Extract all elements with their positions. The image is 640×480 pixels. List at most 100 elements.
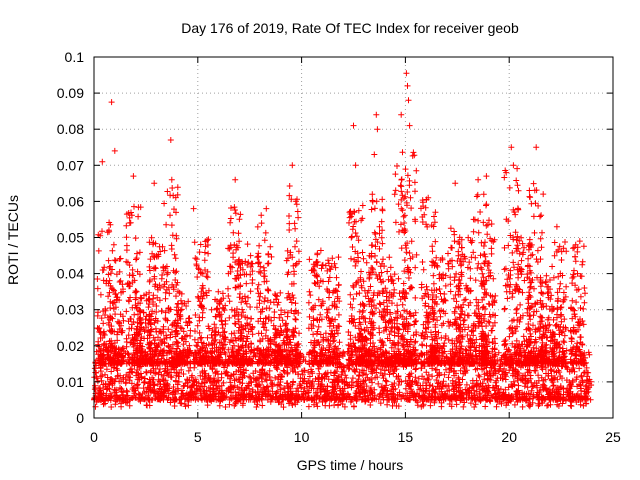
data-point — [462, 369, 469, 376]
data-point — [130, 384, 137, 391]
data-point — [396, 389, 403, 396]
data-point — [333, 368, 340, 375]
data-point — [186, 396, 193, 403]
data-point — [232, 400, 239, 407]
data-point — [173, 370, 180, 377]
data-point — [128, 380, 135, 387]
data-point — [433, 377, 440, 383]
data-point — [371, 395, 378, 402]
data-point — [439, 391, 446, 398]
data-point — [230, 392, 236, 399]
data-point — [141, 379, 148, 386]
data-point — [563, 396, 569, 403]
data-point — [476, 390, 483, 397]
data-point — [306, 373, 313, 380]
data-point — [463, 381, 470, 388]
data-point — [406, 390, 413, 397]
data-point — [337, 350, 344, 357]
data-point — [567, 398, 574, 405]
data-point — [459, 376, 466, 383]
data-point — [377, 390, 384, 397]
data-point — [194, 387, 201, 394]
data-point — [192, 390, 199, 397]
data-point — [367, 402, 374, 408]
data-point — [182, 380, 189, 387]
data-point — [216, 397, 223, 404]
data-point — [248, 379, 255, 386]
data-point — [502, 386, 509, 393]
data-point — [315, 374, 321, 381]
data-point — [276, 395, 283, 402]
data-point — [530, 393, 537, 400]
data-point — [143, 369, 150, 376]
data-point — [473, 388, 480, 395]
data-point — [487, 373, 494, 379]
data-point — [440, 378, 447, 385]
data-point — [97, 391, 104, 398]
data-point — [345, 362, 352, 369]
data-point — [402, 385, 409, 392]
data-point — [426, 388, 433, 395]
data-point — [369, 379, 376, 386]
data-point — [319, 381, 326, 388]
data-point — [287, 396, 294, 403]
data-point — [120, 389, 127, 396]
data-point — [189, 372, 196, 379]
data-point — [436, 371, 443, 378]
data-point — [440, 396, 447, 403]
data-point — [304, 384, 311, 390]
data-point — [369, 389, 376, 396]
data-point — [222, 404, 229, 410]
data-point — [449, 377, 456, 384]
data-point — [383, 378, 390, 385]
data-point — [505, 384, 512, 391]
data-point — [460, 403, 467, 410]
data-point — [446, 369, 453, 376]
data-point — [300, 396, 307, 403]
data-point — [441, 371, 448, 378]
data-point — [525, 390, 532, 397]
data-point — [443, 366, 449, 373]
data-point — [118, 400, 124, 407]
data-point — [259, 378, 266, 385]
data-point — [117, 394, 124, 401]
data-point — [195, 380, 202, 387]
data-point — [311, 401, 317, 408]
data-point — [96, 325, 103, 331]
data-point — [218, 370, 225, 377]
data-point — [480, 387, 487, 394]
data-point — [281, 368, 288, 375]
data-point — [126, 369, 133, 376]
data-point — [574, 383, 581, 390]
data-point — [207, 392, 214, 399]
data-point — [267, 377, 274, 384]
data-point — [206, 396, 213, 403]
data-point — [301, 367, 308, 374]
data-point — [515, 382, 522, 389]
data-point — [297, 375, 304, 382]
data-point — [325, 376, 332, 383]
data-point — [197, 372, 204, 379]
data-point — [405, 373, 412, 380]
data-point — [453, 401, 460, 408]
data-point — [321, 373, 328, 380]
data-point — [391, 398, 398, 404]
data-point — [107, 376, 114, 383]
data-point — [339, 368, 346, 375]
data-point — [469, 377, 476, 384]
data-point — [163, 383, 170, 390]
data-point — [334, 374, 341, 381]
data-point — [406, 382, 413, 389]
data-point — [231, 382, 238, 389]
data-point — [533, 364, 540, 371]
data-point — [499, 391, 506, 398]
data-point — [348, 396, 355, 403]
data-point — [246, 373, 253, 380]
data-point — [156, 385, 163, 392]
data-point — [147, 389, 154, 395]
data-point — [213, 385, 220, 392]
data-point — [514, 374, 521, 380]
data-point — [583, 377, 590, 383]
data-point — [450, 386, 457, 393]
data-point — [350, 403, 357, 410]
